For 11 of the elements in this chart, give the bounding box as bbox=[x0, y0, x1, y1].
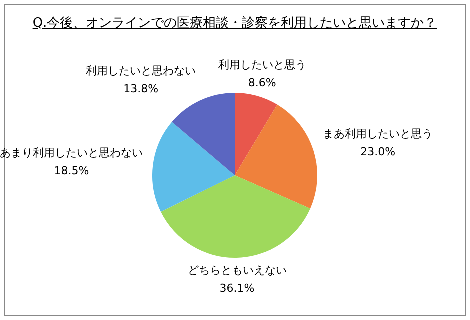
slice-label: 利用したいと思わない bbox=[86, 64, 196, 78]
data-label: 23.0% bbox=[360, 146, 396, 159]
data-label: 13.8% bbox=[124, 82, 159, 96]
data-label: 8.6% bbox=[248, 76, 276, 90]
slice-label: あまり利用したいと思わない bbox=[0, 146, 144, 160]
data-label: 18.5% bbox=[54, 164, 90, 178]
slice-label: 利用したいと思う bbox=[218, 58, 306, 72]
data-label: 36.1% bbox=[220, 282, 255, 295]
slice-label: どちらともいえない bbox=[188, 264, 287, 277]
chart-title: Q.今後、オンラインでの医療相談・診察を利用したいと思いますか？ bbox=[32, 15, 438, 32]
slice-label: まあ利用したいと思う bbox=[323, 128, 434, 141]
